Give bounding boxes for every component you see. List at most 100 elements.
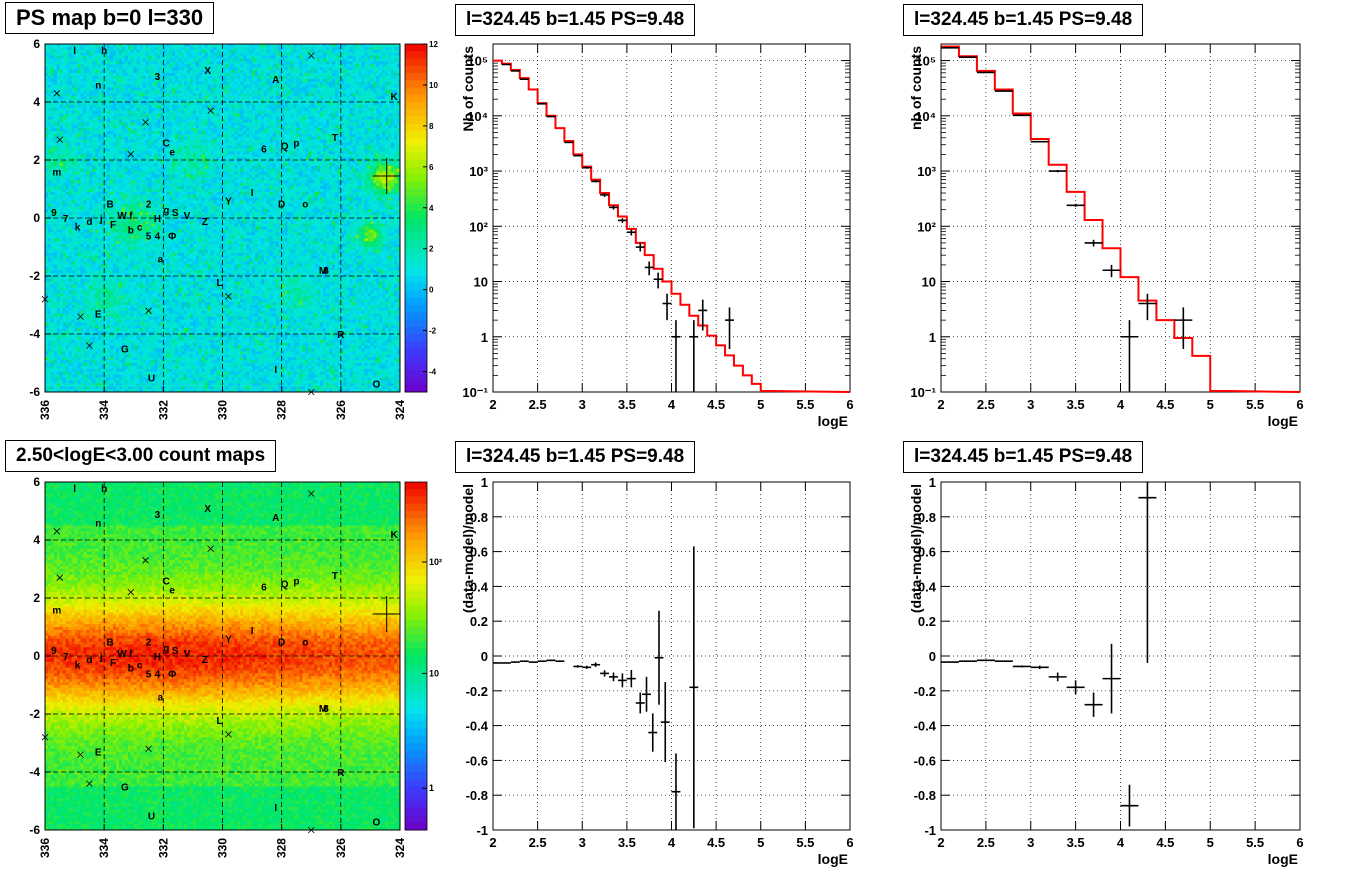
source-label: I	[274, 803, 277, 814]
map-title-ps: PS map b=0 l=330	[5, 2, 215, 34]
x-tick-label: 4	[1117, 835, 1125, 850]
x-tick-label: 3	[579, 397, 586, 412]
source-cross	[225, 731, 232, 738]
source-label: p	[293, 139, 299, 150]
plot-grid	[941, 482, 1300, 830]
residual-point	[689, 546, 699, 829]
source-label: n	[95, 519, 101, 530]
residual-point	[654, 610, 664, 705]
y-tick-label: 0.6	[470, 545, 488, 560]
x-tick-label: 3	[1027, 835, 1034, 850]
residual-point	[660, 682, 670, 763]
source-label: C	[163, 139, 170, 150]
x-tick-label: 332	[156, 400, 170, 420]
x-tick-label: 328	[275, 838, 289, 858]
colorbar	[405, 482, 427, 831]
colorbar-tick-label: 4	[429, 204, 434, 213]
count-map	[45, 482, 401, 831]
x-tick-label: 5	[1207, 835, 1214, 850]
source-label: b	[128, 664, 134, 675]
x-tick-label: 5.5	[1246, 397, 1264, 412]
y-tick-label: -0.6	[466, 753, 488, 768]
colorbar-tick-label: 8	[429, 122, 434, 131]
source-label: l	[73, 484, 76, 495]
source-label: V	[184, 211, 191, 222]
colorbar	[405, 44, 427, 393]
x-tick-label: 3	[1027, 397, 1034, 412]
data-point	[671, 320, 681, 392]
data-point	[1174, 307, 1193, 350]
y-tick-label: -1	[476, 823, 488, 838]
x-axis-label: logE	[1268, 851, 1298, 867]
x-tick-label: 3.5	[618, 397, 636, 412]
y-tick-label: -0.8	[466, 788, 488, 803]
source-label: k	[75, 661, 81, 672]
source-label: B	[106, 200, 113, 211]
source-label: Φ	[168, 231, 176, 242]
map-grid	[45, 44, 400, 392]
source-label: V	[184, 649, 191, 660]
colorbar-tick-label: -2	[429, 327, 437, 336]
colorbar-tick-label: 10	[429, 81, 438, 90]
source-label: e	[169, 147, 175, 158]
source-label: d	[86, 217, 92, 228]
source-label: L	[216, 278, 222, 289]
x-tick-label: 3.5	[1067, 835, 1085, 850]
source-label: o	[302, 638, 308, 649]
y-tick-label: -4	[29, 327, 40, 341]
source-label: I	[274, 365, 277, 376]
x-tick-label: 4.5	[707, 835, 725, 850]
x-tick-label: 330	[216, 838, 230, 858]
residual-point	[642, 676, 651, 712]
residual-point	[555, 660, 565, 663]
residual-point	[591, 662, 601, 667]
source-label: 3	[155, 72, 161, 83]
x-tick-label: 4	[1117, 397, 1125, 412]
y-tick-label: 0.6	[918, 545, 936, 560]
source-label: 7	[63, 214, 69, 225]
source-label: X	[204, 504, 211, 515]
source-label: E	[95, 310, 102, 321]
data-point	[698, 299, 708, 331]
y-tick-label: 0	[33, 211, 40, 225]
spectrum-plot: 2 2.5 3 3.5 4 4.5 5 5.5 6 10⁻¹ 1 10 10² 10³ 10⁴ 10⁵ logE…	[460, 43, 854, 429]
source-cross	[225, 293, 232, 300]
data-point	[1102, 264, 1121, 278]
y-tick-label: -4	[29, 765, 40, 779]
source-label: 6	[261, 144, 267, 155]
source-label: 8	[323, 266, 329, 277]
data-point	[725, 307, 734, 350]
source-label: F	[110, 220, 116, 231]
plot-grid	[493, 44, 850, 392]
source-label: L	[216, 716, 222, 727]
y-tick-label: 10⁵	[915, 54, 936, 69]
residual-point	[1048, 672, 1067, 682]
y-tick-label: 1	[929, 330, 936, 345]
data-point	[609, 205, 618, 210]
source-label: F	[110, 658, 116, 669]
residual-plot: 2 2.5 3 3.5 4 4.5 5 5.5 6 -1 -0.8 -0.6 -0.4 -0.2 0 0.2 0…	[908, 475, 1304, 867]
source-label: j	[99, 652, 103, 663]
data-point	[600, 193, 610, 197]
source-label: c	[137, 661, 143, 672]
y-tick-label: 10⁻¹	[910, 385, 936, 400]
y-tick-label: -2	[29, 707, 40, 721]
y-tick-label: 6	[33, 475, 40, 489]
source-cross	[207, 107, 214, 114]
source-label: M	[319, 266, 327, 277]
residual-point	[582, 665, 592, 669]
data-point	[1138, 293, 1157, 321]
model-histogram	[941, 45, 1301, 393]
y-tick-label: 10⁵	[467, 54, 488, 69]
source-label: R	[337, 330, 345, 341]
y-tick-label: -2	[29, 269, 40, 283]
colorbar-frame	[404, 481, 428, 831]
source-cross	[41, 295, 49, 303]
y-tick-label: 10	[474, 275, 488, 290]
x-tick-label: 4.5	[707, 397, 725, 412]
source-cross	[307, 490, 315, 497]
x-tick-label: 3.5	[1067, 397, 1085, 412]
y-tick-label: -0.2	[914, 684, 936, 699]
colorbar-tick-label: 1	[429, 783, 434, 793]
source-label: 2	[146, 638, 152, 649]
